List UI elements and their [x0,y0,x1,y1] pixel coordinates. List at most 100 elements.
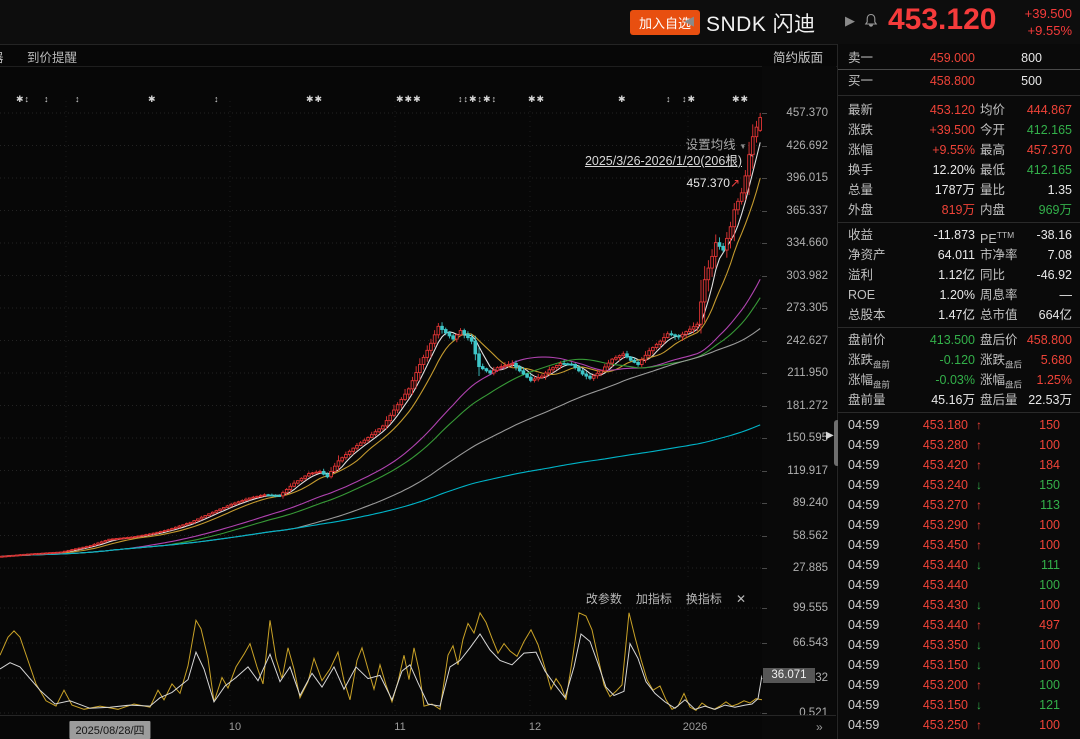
candle [270,494,274,497]
candle [517,366,522,372]
candle [673,334,677,337]
candle [429,342,433,351]
tape-row: 04:59 453.270 ↑ 113 [838,495,1080,515]
candle [651,347,655,352]
prev-symbol-arrow-icon[interactable]: ◀ [684,13,694,28]
edit-params-button[interactable]: 改参数 [585,592,622,606]
axis-tick-label: 334.660 [786,237,828,249]
field-label: 收益 [848,228,874,242]
candle [288,485,293,490]
axis-tick [762,470,767,472]
field-label: 涨幅盘后 [980,373,1023,390]
trade-time: 04:59 [848,578,880,592]
candle [725,237,729,251]
time-axis-label[interactable]: 10 [228,721,242,733]
top-bar: 加入自选 ◀ SNDK 闪迪 ▶ 453.120 +39.500 +9.55% [0,0,1080,45]
ask-row[interactable]: 卖一 459.000 800 [838,48,1080,68]
arrow-down-icon: ↓ [976,698,982,712]
axis-tick-label: 99.555 [792,602,828,614]
field-value: 1787万 [934,183,975,197]
candlestick-chart[interactable] [0,83,762,578]
price-axis[interactable]: 457.370 426.692 396.015 365.337 334.660 303.9… [762,66,836,739]
axis-tick-label: 119.917 [787,464,828,477]
candle [240,500,245,503]
bid-row[interactable]: 买一 458.800 500 [838,71,1080,91]
indicator-chart[interactable] [0,590,762,718]
axis-tick-label: 242.627 [786,334,828,347]
candle [11,554,15,557]
axis-tick [762,210,767,212]
time-axis[interactable]: » 2025/08/28/四 10 11 12 2026 [0,715,836,739]
quote-size: 800 [1021,51,1042,65]
field-value: 12.20% [932,163,975,177]
next-symbol-arrow-icon[interactable]: ▶ [845,13,855,28]
candle [699,301,703,325]
change-percent: +9.55% [1027,23,1072,38]
simple-layout-button[interactable]: 简约版面 [773,51,824,65]
symbol-title: SNDK 闪迪 [706,13,816,36]
add-indicator-button[interactable]: 加指标 [635,592,672,606]
trade-time: 04:59 [848,498,880,512]
quote-size: 500 [1021,74,1042,88]
candle [122,537,126,540]
add-watchlist-button[interactable]: 加入自选 [630,10,701,35]
candle [566,363,570,366]
candle [51,552,56,554]
field-label: 最低 [980,163,1006,177]
candle [210,511,215,515]
candle [129,536,134,539]
trade-time: 04:59 [848,658,880,672]
candle [351,447,356,452]
ma-settings-button[interactable]: 设置均线 ▼ [685,138,747,152]
ma-line-80 [1,328,761,557]
candle [358,442,363,446]
time-axis-label[interactable]: 2026 [682,721,708,733]
candle [440,325,444,330]
close-indicator-icon[interactable]: ✕ [735,592,746,606]
candle [203,515,208,518]
candle [717,242,722,247]
tape-row: 04:59 453.150 ↓ 100 [838,655,1080,675]
field-label: 盘前量 [848,393,886,407]
arrow-up-right-icon: ↗ [729,176,740,190]
trade-price: 453.440 [922,618,968,632]
axis-tick [762,535,767,537]
axis-tick-label: 27.885 [792,562,828,574]
ma-line-long [1,424,761,557]
axis-tick [762,308,767,309]
date-range-label[interactable]: 2025/3/26-2026/1/20(206根) [584,154,742,168]
collapse-panel-arrow-icon[interactable]: ▶ [826,430,834,441]
indicator-line-white [0,633,762,710]
time-axis-label[interactable]: 12 [528,721,542,733]
time-axis-label[interactable]: 11 [394,721,406,733]
trade-price: 453.280 [922,438,968,452]
candle [170,528,174,531]
field-label: 换手 [848,163,874,177]
field-label: 涨跌 [848,123,874,137]
field-label: 总股本 [848,308,886,322]
quote-panel: 卖一 459.000 800 买一 458.800 500 最新 453.120 均价 444.8… [838,44,1080,739]
candle [669,333,674,336]
chart-area[interactable]: ✱↕ ↕ ↕ ✱ ↕ ✱✱ ✱✱✱ ↕↕✱↕✱↕ ✱✱ ✱ ↕ ↕✱ ✱✱ 设置均线 ▼ 2025/3/… [0,66,762,739]
candle [218,508,222,512]
candle [307,473,311,477]
switch-indicator-button[interactable]: 换指标 [685,592,722,606]
crosshair-date-label[interactable]: 2025/08/28/四 [69,721,151,739]
timeline-more-icon[interactable]: » [816,720,823,734]
axis-tick-label: 303.982 [786,269,828,282]
ma-line-35 [1,279,761,557]
trade-time: 04:59 [848,598,880,612]
alert-bell-icon[interactable] [864,13,878,29]
clipped-toolbar-item[interactable]: 器 [0,47,4,66]
candle [336,460,341,467]
price-alert-tab[interactable]: 到价提醒 [27,51,78,65]
tape-row: 04:59 453.440 ↓ 111 [838,555,1080,575]
candle [521,370,526,375]
axis-tick-label: 181.272 [786,399,828,412]
axis-tick-label: 211.950 [787,367,828,379]
axis-tick-label: 0.521 [799,707,828,719]
candle [107,538,111,541]
panel-scrollbar[interactable] [834,420,840,466]
candle [188,521,193,525]
